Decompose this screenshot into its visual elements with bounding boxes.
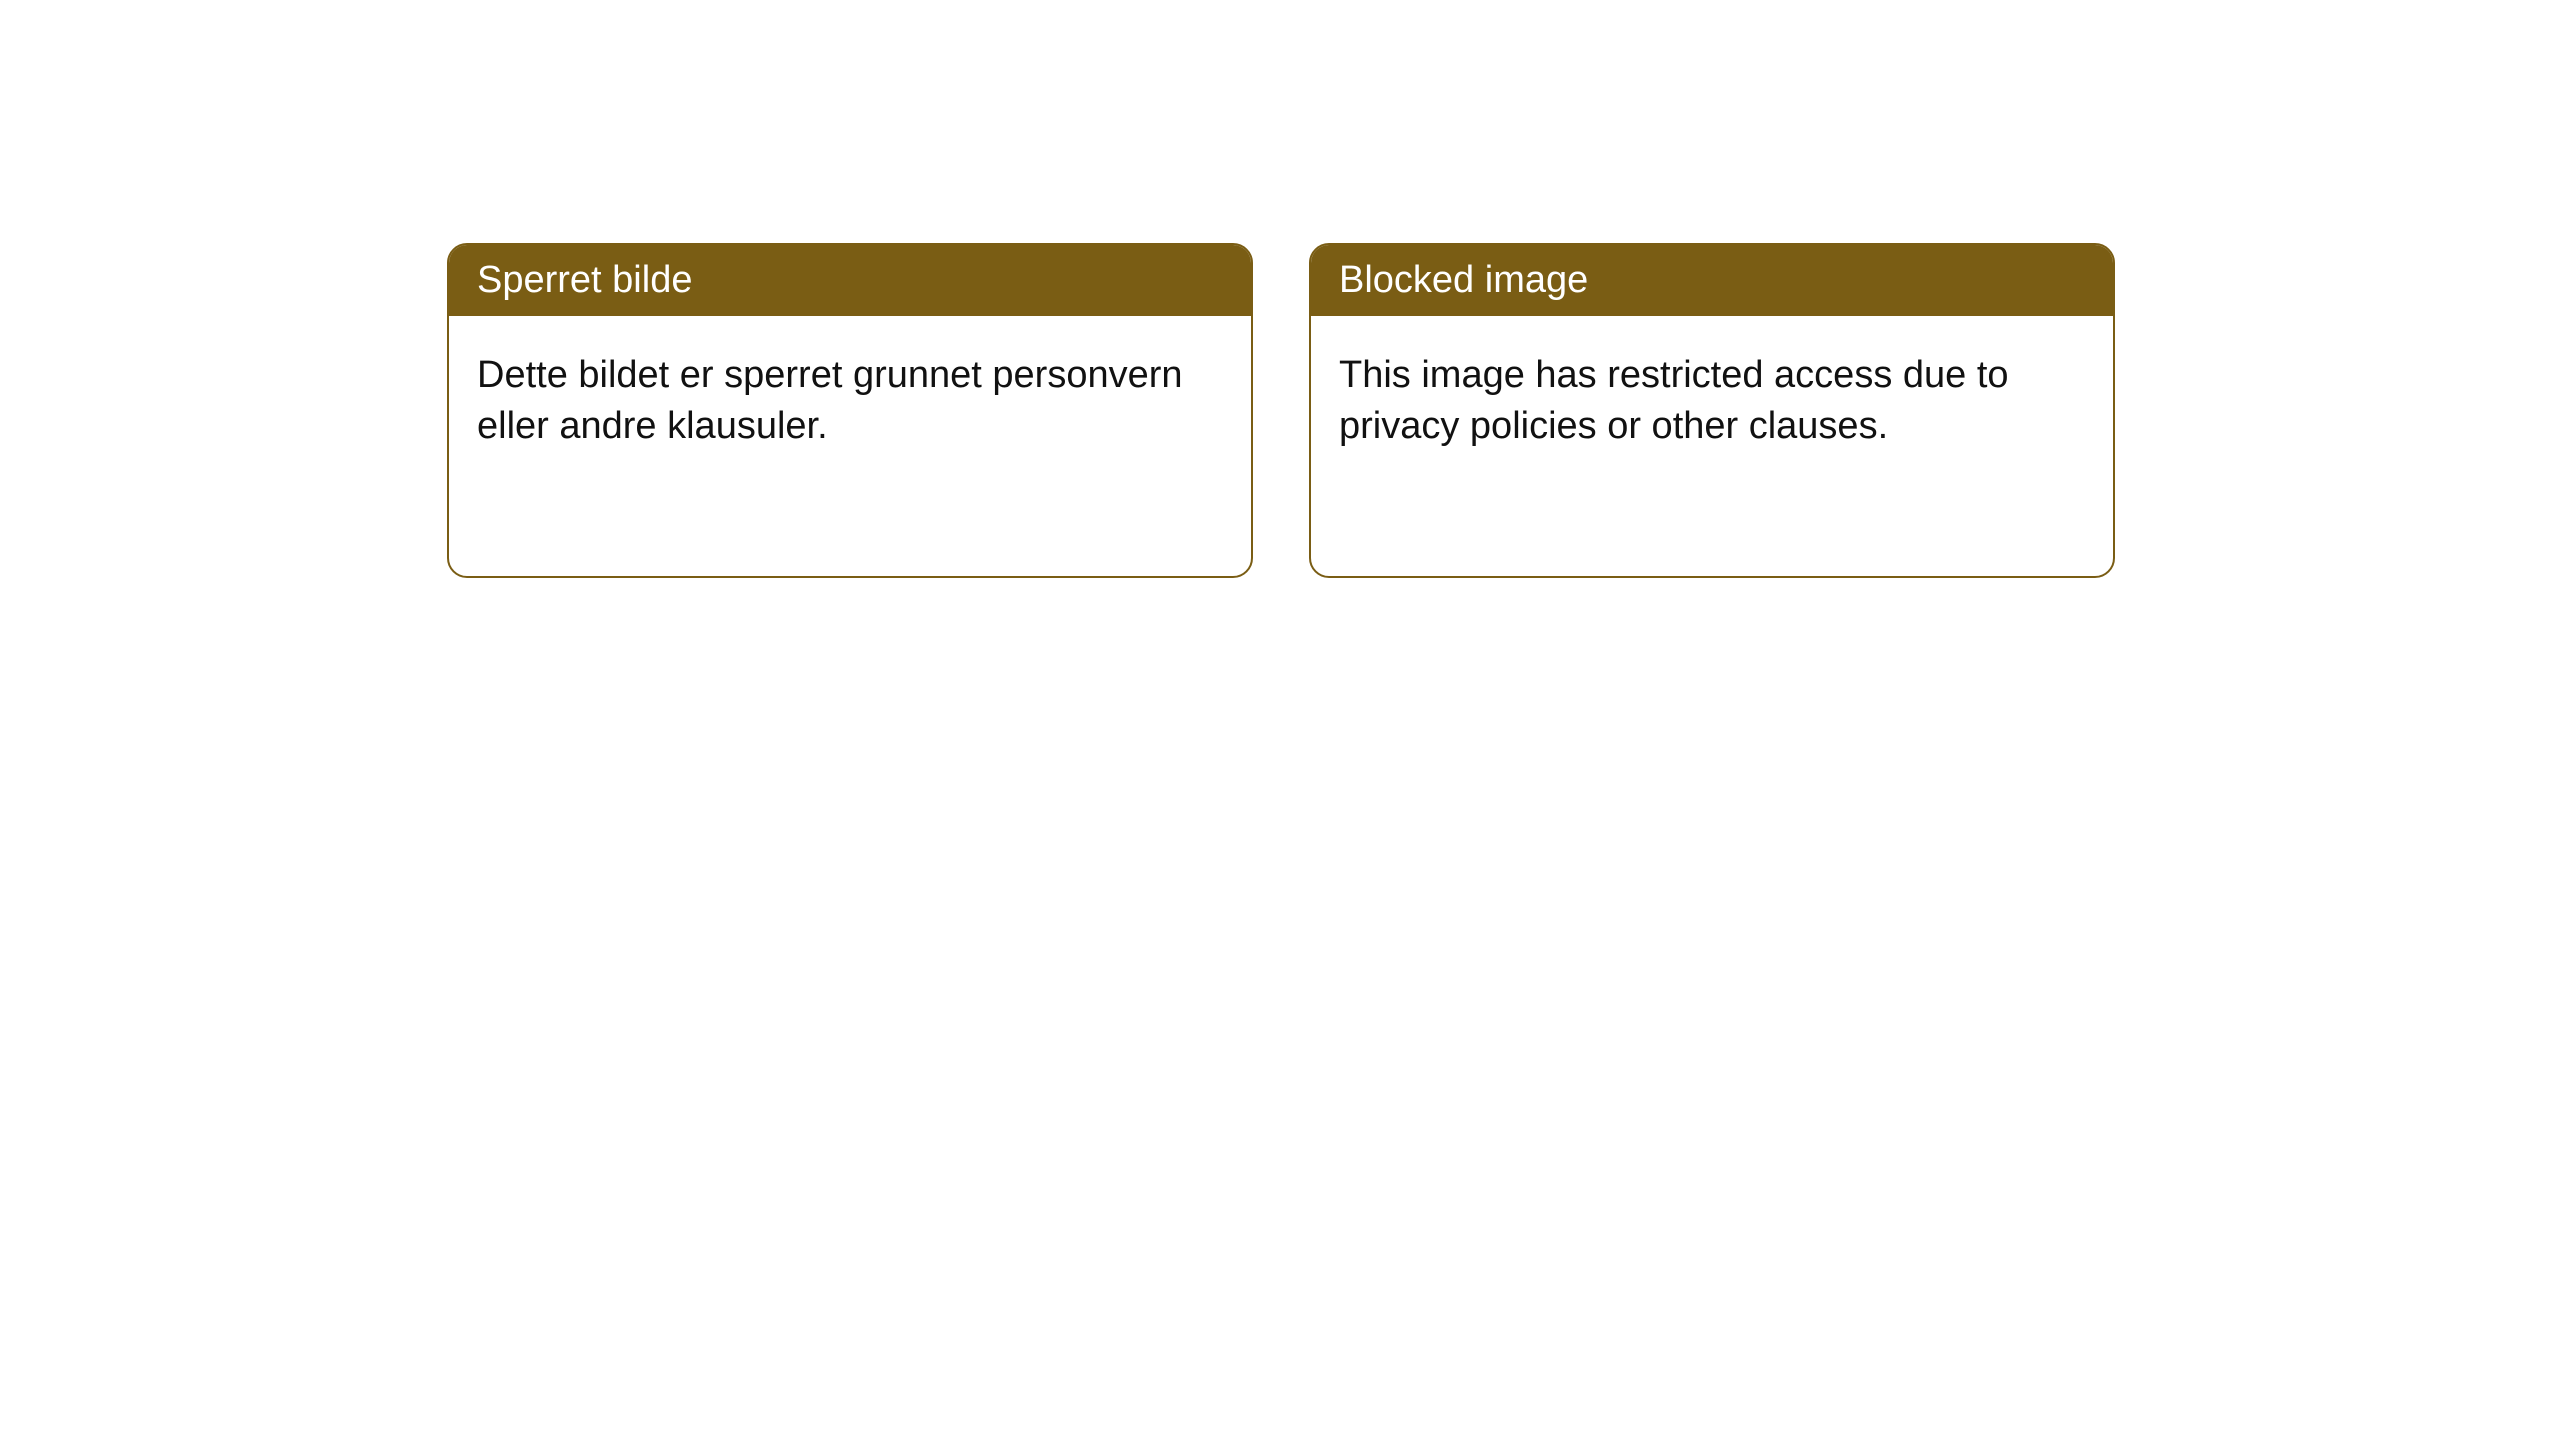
notice-body: Dette bildet er sperret grunnet personve… — [449, 316, 1251, 487]
notice-message: This image has restricted access due to … — [1339, 354, 2009, 447]
notice-card-english: Blocked image This image has restricted … — [1309, 243, 2115, 578]
notice-card-norwegian: Sperret bilde Dette bildet er sperret gr… — [447, 243, 1253, 578]
notice-title: Blocked image — [1339, 259, 1588, 301]
notice-header: Blocked image — [1311, 245, 2113, 316]
notice-body: This image has restricted access due to … — [1311, 316, 2113, 487]
notice-header: Sperret bilde — [449, 245, 1251, 316]
notice-message: Dette bildet er sperret grunnet personve… — [477, 354, 1183, 447]
notice-container: Sperret bilde Dette bildet er sperret gr… — [0, 0, 2560, 578]
notice-title: Sperret bilde — [477, 259, 692, 301]
